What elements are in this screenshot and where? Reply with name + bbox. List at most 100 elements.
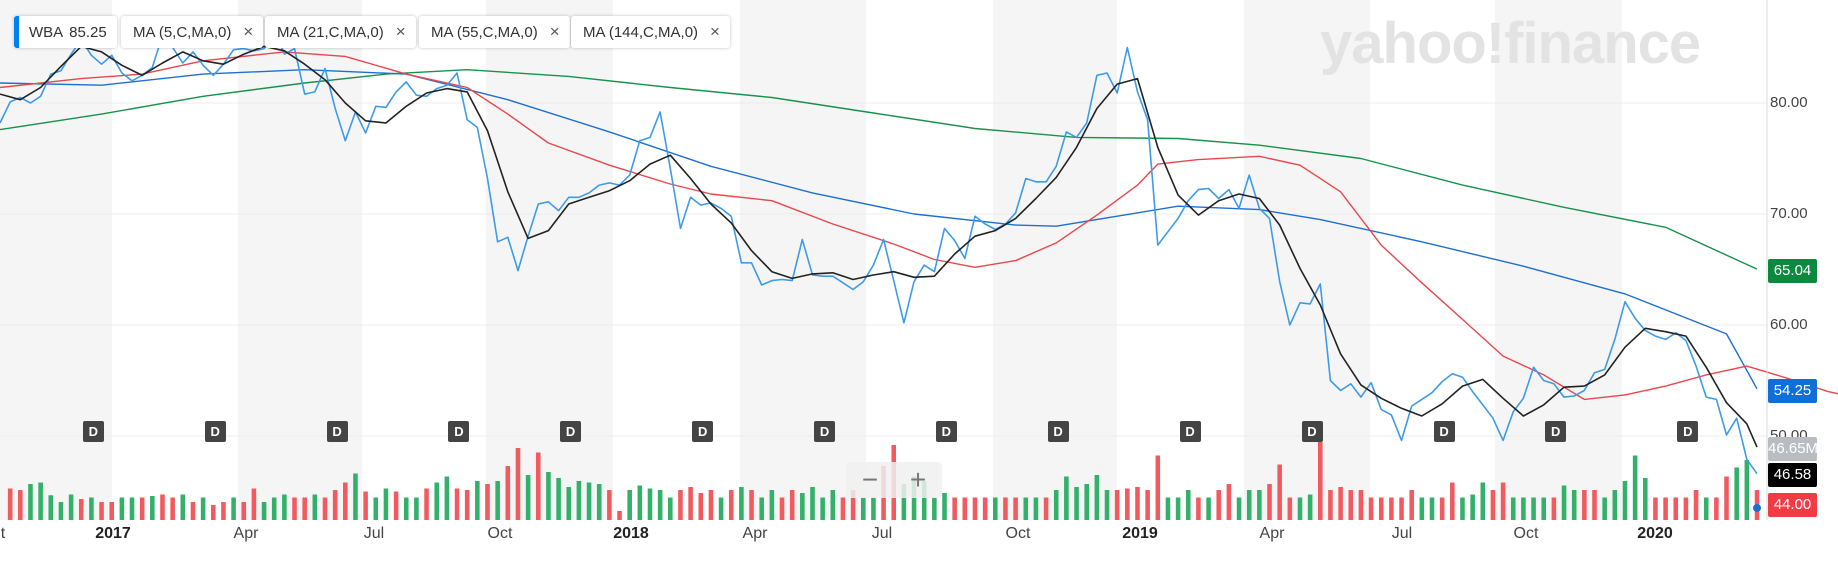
- y-tick-label: 70.00: [1770, 205, 1808, 222]
- volume-bar: [982, 497, 988, 520]
- x-tick-label: Oct: [1005, 525, 1031, 542]
- volume-bar: [1602, 497, 1607, 520]
- dividend-marker[interactable]: D: [448, 421, 470, 442]
- indicator-chip[interactable]: MA (55,C,MA,0) ×: [419, 16, 570, 48]
- remove-indicator-icon[interactable]: ×: [395, 22, 406, 41]
- volume-bar: [1612, 490, 1618, 520]
- volume-bar: [1693, 490, 1699, 520]
- remove-indicator-icon[interactable]: ×: [710, 22, 720, 41]
- volume-bar: [1500, 482, 1506, 520]
- indicator-chip[interactable]: MA (21,C,MA,0) ×: [265, 16, 416, 48]
- volume-bar: [1632, 455, 1638, 520]
- volume-bar: [1714, 497, 1719, 520]
- dividend-marker[interactable]: D: [692, 421, 714, 442]
- volume-bar: [952, 497, 957, 520]
- dividend-marker[interactable]: D: [935, 421, 957, 442]
- volume-bar: [1510, 497, 1516, 520]
- time-bands: [0, 0, 1622, 520]
- price-line: [0, 28, 1758, 475]
- x-tick-label: Apr: [1259, 525, 1285, 542]
- volume-bar: [1155, 455, 1161, 520]
- dividend-marker[interactable]: D: [560, 421, 582, 442]
- volume-bar: [607, 490, 612, 520]
- volume-bar: [150, 496, 155, 520]
- volume-bar: [1216, 490, 1222, 520]
- volume-bar: [1724, 476, 1729, 520]
- dividend-marker[interactable]: D: [1047, 421, 1069, 442]
- remove-indicator-icon[interactable]: ×: [243, 22, 254, 41]
- volume-bar: [1145, 490, 1150, 520]
- volume-bar: [1734, 467, 1739, 520]
- indicator-label: MA (21,C,MA,0): [277, 23, 384, 41]
- dividend-marker[interactable]: D: [1677, 421, 1699, 442]
- volume-bar: [668, 497, 673, 520]
- volume-bar: [1673, 497, 1679, 520]
- volume-bar: [251, 488, 257, 520]
- volume-bar: [403, 497, 409, 520]
- y-tick-label: 60.00: [1770, 316, 1808, 333]
- volume-bar: [1531, 497, 1536, 520]
- volume-bar: [1571, 490, 1577, 520]
- volume-bar: [475, 481, 480, 520]
- volume-bar: [1074, 487, 1079, 520]
- indicator-chip[interactable]: MA (5,C,MA,0) ×: [121, 16, 264, 48]
- volume-bar: [89, 497, 94, 520]
- volume-bar: [1053, 490, 1059, 520]
- zoom-out-button[interactable]: −: [861, 464, 879, 495]
- volume-bar: [1460, 497, 1465, 520]
- volume-bar: [1389, 497, 1394, 520]
- dividend-marker[interactable]: D: [204, 421, 226, 442]
- volume-bar: [18, 490, 23, 520]
- price-tag: 54.25: [1768, 379, 1817, 403]
- volume-bar: [129, 497, 135, 520]
- volume-bar: [1419, 497, 1425, 520]
- time-band: [993, 0, 1117, 520]
- volume-bar: [78, 499, 84, 520]
- volume-bar: [48, 495, 54, 520]
- ticker-value: 85.25: [69, 23, 107, 41]
- volume-bar: [850, 490, 856, 520]
- dividend-marker[interactable]: D: [326, 421, 348, 442]
- volume-bar: [728, 490, 734, 520]
- dividend-marker[interactable]: D: [82, 421, 104, 442]
- volume-bar: [942, 493, 947, 520]
- indicator-label: MA (5,C,MA,0): [133, 23, 232, 41]
- dividend-marker[interactable]: D: [814, 421, 836, 442]
- ma55-line: [0, 69, 1758, 390]
- volume-bar: [190, 502, 196, 520]
- dividend-marker[interactable]: D: [1301, 421, 1323, 442]
- volume-bar: [1541, 497, 1547, 520]
- volume-bar: [7, 488, 13, 520]
- volume-bar: [1348, 490, 1354, 520]
- volume-bar: [1399, 497, 1404, 520]
- remove-indicator-icon[interactable]: ×: [549, 22, 560, 41]
- series-lines: [0, 28, 1838, 512]
- indicator-chip[interactable]: MA (144,C,MA,0) ×: [571, 16, 730, 48]
- volume-bar: [1104, 490, 1110, 520]
- volume-bar: [1663, 497, 1668, 520]
- volume-bar: [221, 502, 226, 520]
- volume-bar: [1084, 484, 1089, 520]
- volume-bar: [1307, 494, 1313, 520]
- volume-bar: [383, 488, 389, 520]
- volume-bar: [515, 448, 521, 520]
- x-tick-label: Jul: [1391, 525, 1413, 542]
- dividend-marker[interactable]: D: [1179, 421, 1201, 442]
- volume-bar: [627, 490, 632, 520]
- ma5-line: [0, 45, 1758, 448]
- volume-bar: [1582, 490, 1587, 520]
- dividend-marker[interactable]: D: [1545, 421, 1567, 442]
- volume-bar: [749, 490, 754, 520]
- volume-bar: [200, 497, 206, 520]
- dividend-marker[interactable]: D: [1433, 421, 1455, 442]
- zoom-in-button[interactable]: +: [909, 464, 927, 495]
- volume-bar: [1003, 497, 1008, 520]
- volume-bar: [972, 497, 978, 520]
- volume-bar: [1439, 497, 1445, 520]
- volume-bar: [454, 488, 460, 520]
- price-tag: 65.04: [1768, 259, 1817, 283]
- ticker-chip[interactable]: WBA 85.25: [14, 16, 117, 48]
- volume-bar: [99, 502, 104, 520]
- volume-bar: [505, 466, 511, 520]
- indicator-label: MA (144,C,MA,0): [583, 23, 699, 41]
